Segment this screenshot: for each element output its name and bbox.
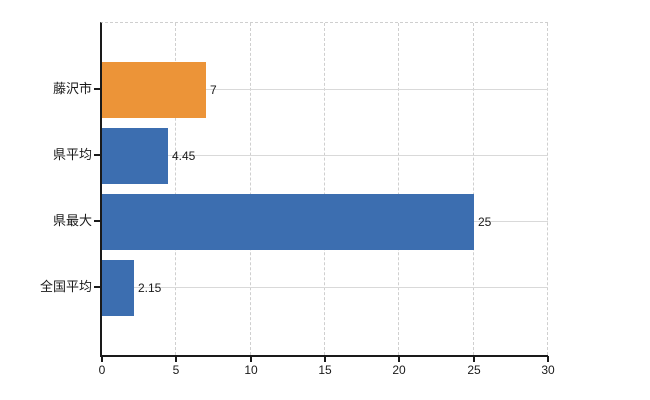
category-label: 県平均 xyxy=(52,147,92,162)
category-label: 県最大 xyxy=(52,213,92,228)
x-gridline xyxy=(250,23,251,355)
bar-0 xyxy=(102,62,206,118)
x-tick-label: 0 xyxy=(98,363,106,377)
x-tick xyxy=(101,356,103,362)
x-tick xyxy=(473,356,475,362)
bar-2 xyxy=(102,194,474,250)
bar-1 xyxy=(102,128,168,184)
x-gridline xyxy=(175,23,176,355)
category-gridline xyxy=(102,287,548,288)
x-gridline xyxy=(324,23,325,355)
y-tick xyxy=(94,154,101,156)
bar-value-label: 2.15 xyxy=(138,281,162,295)
bar-value-label: 25 xyxy=(478,215,492,229)
x-gridline xyxy=(547,23,548,355)
x-tick-label: 30 xyxy=(541,363,555,377)
x-gridline xyxy=(398,23,399,355)
category-gridline xyxy=(102,89,548,90)
category-label: 全国平均 xyxy=(39,279,92,294)
bar-value-label: 4.45 xyxy=(172,149,196,163)
category-label: 藤沢市 xyxy=(52,81,92,96)
x-gridline xyxy=(473,23,474,355)
x-tick xyxy=(324,356,326,362)
x-tick-label: 15 xyxy=(318,363,332,377)
bar-value-label: 7 xyxy=(210,83,217,97)
x-tick-label: 5 xyxy=(172,363,180,377)
x-tick-label: 25 xyxy=(467,363,481,377)
x-tick xyxy=(175,356,177,362)
x-tick xyxy=(547,356,549,362)
bar-3 xyxy=(102,260,134,316)
y-tick xyxy=(94,88,101,90)
y-tick xyxy=(94,220,101,222)
y-tick xyxy=(94,286,101,288)
x-tick-label: 20 xyxy=(392,363,406,377)
x-tick xyxy=(250,356,252,362)
plot-area: 7 4.45 25 2.15 xyxy=(100,22,548,357)
x-tick-label: 10 xyxy=(244,363,258,377)
category-gridline xyxy=(102,155,548,156)
x-tick xyxy=(398,356,400,362)
